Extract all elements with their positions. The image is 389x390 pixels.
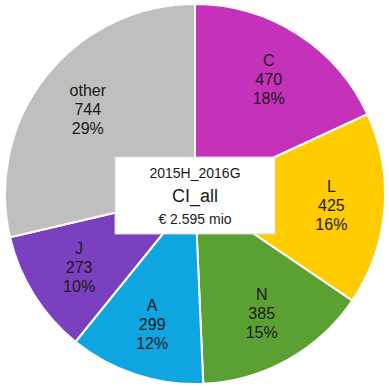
slices [5, 4, 385, 384]
slice-category: A [147, 297, 158, 314]
slice-category: L [327, 178, 336, 195]
pie-chart: C 470 18% L 425 16% N 385 15% A 299 12% J 273 10% other… [0, 0, 389, 390]
slice-value: 744 [74, 101, 101, 118]
center-box-background [115, 157, 275, 234]
slice-percent: 29% [72, 120, 104, 137]
slice-value: 425 [318, 197, 345, 214]
slice-category: C [263, 52, 275, 69]
slice-category: J [75, 240, 83, 257]
slice-percent: 10% [63, 278, 95, 295]
slice-percent: 18% [253, 90, 285, 107]
slice-value: 299 [139, 316, 166, 333]
slice-category: other [70, 82, 107, 99]
title: 2015H_2016G [149, 165, 240, 181]
chart-container: C 470 18% L 425 16% N 385 15% A 299 12% J 273 10% other… [0, 0, 389, 390]
slice-value: 470 [255, 71, 282, 88]
slice-percent: 12% [136, 335, 168, 352]
slice-labels: C 470 18% L 425 16% N 385 15% A 299 12% J 273 10% other… [63, 52, 347, 352]
slice-value: 273 [66, 259, 93, 276]
center-box: 2015H_2016G CI_all € 2.595 mio [115, 157, 275, 234]
slice-category: N [256, 286, 268, 303]
slice-percent: 16% [315, 216, 347, 233]
annotation: € 2.595 mio [158, 211, 231, 227]
slice-percent: 15% [246, 324, 278, 341]
subtitle: CI_all [172, 186, 218, 207]
slice-value: 385 [248, 305, 275, 322]
